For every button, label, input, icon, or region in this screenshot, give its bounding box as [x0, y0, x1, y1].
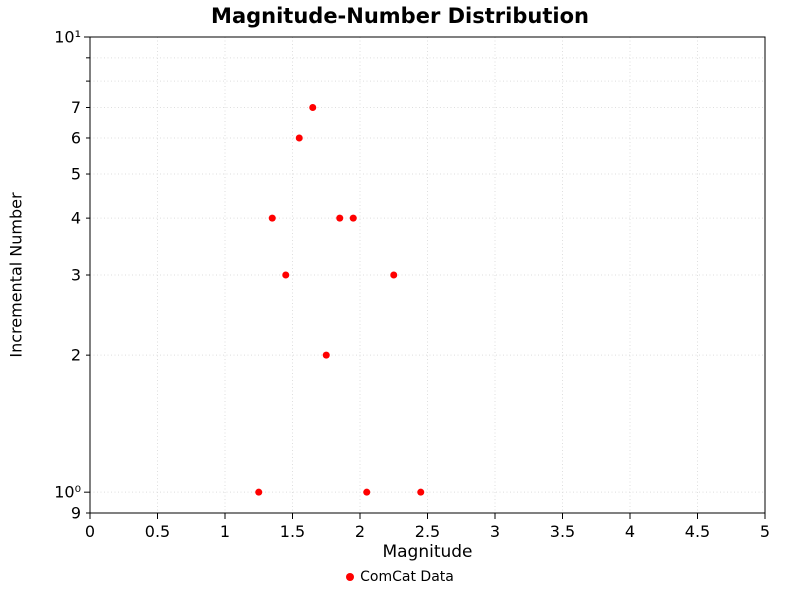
x-tick-label: 2 — [355, 522, 365, 541]
y-tick-label: 2 — [71, 346, 81, 365]
data-point — [255, 488, 263, 496]
y-tick-label: 7 — [71, 98, 81, 117]
x-tick-label: 4 — [625, 522, 635, 541]
data-point — [309, 104, 317, 112]
y-tick-label: 6 — [71, 128, 81, 147]
legend: ComCat Data — [0, 569, 800, 585]
y-tick-label: 4 — [71, 209, 81, 228]
data-point — [349, 214, 357, 222]
data-point — [295, 134, 303, 142]
x-tick-label: 2.5 — [415, 522, 440, 541]
y-tick-label: 10⁰ — [54, 483, 81, 502]
y-tick-label: 5 — [71, 165, 81, 184]
data-point — [322, 351, 330, 359]
data-point — [282, 271, 290, 279]
x-tick-label: 3.5 — [550, 522, 575, 541]
data-point — [363, 488, 371, 496]
data-point — [336, 214, 344, 222]
y-tick-label: 10¹ — [54, 28, 81, 47]
legend-marker-icon — [346, 573, 355, 581]
x-tick-label: 1 — [220, 522, 230, 541]
x-tick-label: 5 — [760, 522, 770, 541]
y-tick-label: 9 — [71, 504, 81, 523]
y-axis-label: Incremental Number — [6, 192, 26, 358]
y-tick-label: 3 — [71, 266, 81, 285]
data-point — [268, 214, 276, 222]
x-tick-label: 3 — [490, 522, 500, 541]
legend-label: ComCat Data — [360, 569, 454, 585]
data-point — [417, 488, 425, 496]
data-point — [390, 271, 398, 279]
x-tick-label: 1.5 — [280, 522, 305, 541]
x-tick-label: 0 — [85, 522, 95, 541]
x-tick-label: 4.5 — [685, 522, 710, 541]
x-axis-label: Magnitude — [382, 542, 473, 562]
x-tick-label: 0.5 — [145, 522, 170, 541]
chart-title: Magnitude-Number Distribution — [211, 4, 589, 28]
